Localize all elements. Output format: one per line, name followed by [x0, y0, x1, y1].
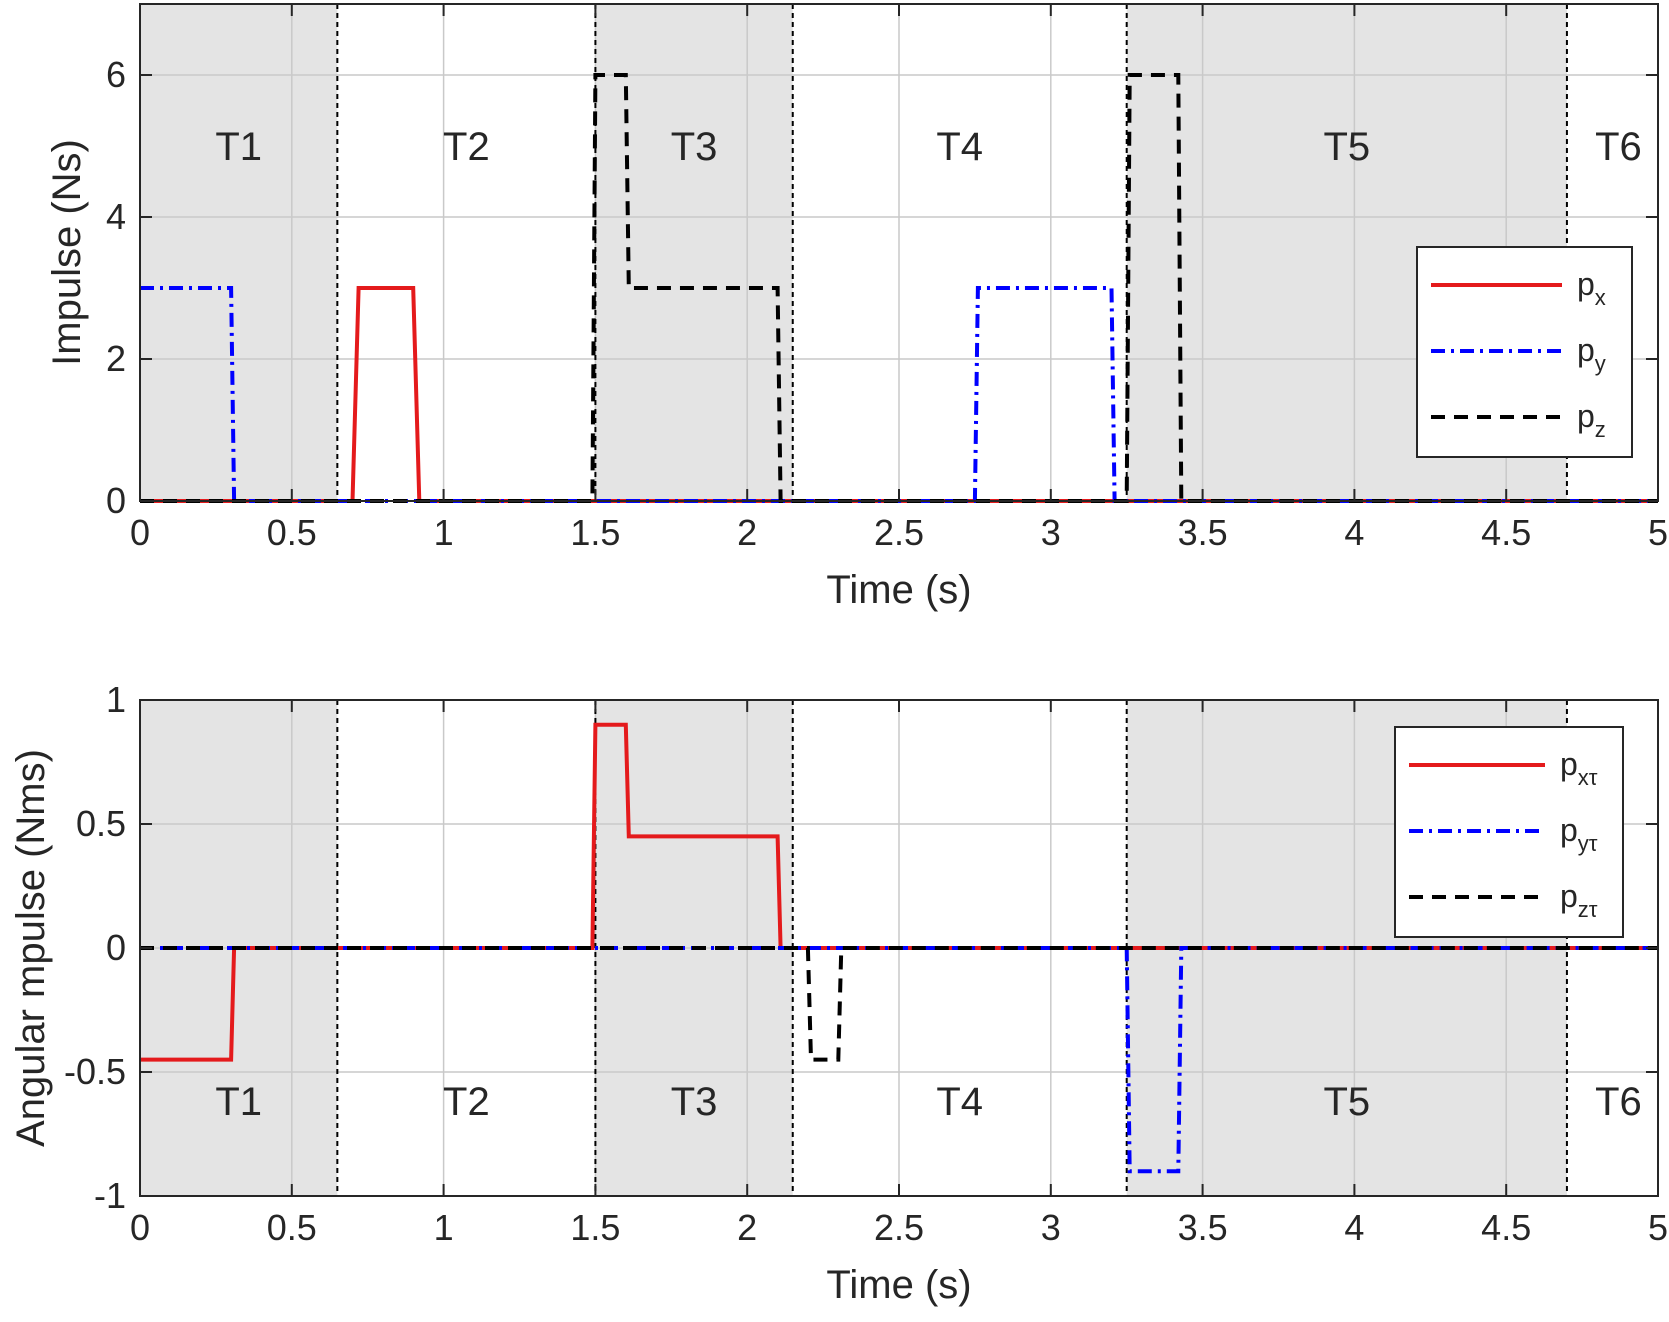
- legend-label-main: p: [1560, 878, 1578, 914]
- impulse-chart: T1 T2 T3 T4 T5 T6 0 0.5 1 1.5 2 2.5 3 3.5 4 4.5 5 0 2 4 6 Tim…: [45, 3, 1668, 612]
- legend-label-subscript: zτ: [1578, 897, 1598, 922]
- x-tick-label: 3.5: [1178, 512, 1228, 553]
- y-tick-label: -1: [94, 1175, 126, 1216]
- y-tick-label: 2: [106, 338, 126, 379]
- phase-label-t3: T3: [671, 1080, 718, 1124]
- phase-label-t1: T1: [215, 1080, 262, 1124]
- series-line-py: [140, 286, 1658, 503]
- x-tick-label: 2: [737, 512, 757, 553]
- y-axis-label: Impulse (Ns): [45, 139, 89, 366]
- phase-label-t3: T3: [671, 125, 718, 169]
- x-tick-label: 1.5: [570, 1207, 620, 1248]
- x-tick-label: 5: [1648, 1207, 1668, 1248]
- x-tick-label: 2.5: [874, 1207, 924, 1248]
- x-axis-label: Time (s): [826, 1263, 971, 1307]
- x-tick-label: 2: [737, 1207, 757, 1248]
- x-tick-label: 0.5: [267, 512, 317, 553]
- phase-shade-t3: [595, 4, 793, 501]
- y-tick-label: -0.5: [64, 1051, 126, 1092]
- series-line-pztau: [140, 946, 1658, 1062]
- y-tick-label: 6: [106, 54, 126, 95]
- phase-label-t2: T2: [443, 1080, 490, 1124]
- legend-label-pxtau: pxτ: [1560, 746, 1598, 790]
- legend-label-subscript: x: [1595, 285, 1606, 310]
- legend-label-main: p: [1560, 746, 1578, 782]
- x-tick-label: 1.5: [570, 512, 620, 553]
- x-tick-label: 4: [1344, 1207, 1364, 1248]
- x-tick-label: 4.5: [1481, 512, 1531, 553]
- x-tick-label: 2.5: [874, 512, 924, 553]
- x-tick-label: 3.5: [1178, 1207, 1228, 1248]
- y-tick-label: 1: [106, 679, 126, 720]
- phase-shade-t1: [140, 4, 338, 501]
- legend-label-main: p: [1577, 332, 1595, 368]
- y-tick-label: 4: [106, 196, 126, 237]
- y-tick-label: 0: [106, 480, 126, 521]
- y-tick-label: 0.5: [76, 803, 126, 844]
- legend-label-subscript: yτ: [1578, 831, 1598, 856]
- phase-label-t4: T4: [936, 1080, 983, 1124]
- legend-label-px: px: [1577, 266, 1606, 310]
- legend-label-main: p: [1577, 266, 1595, 302]
- phase-label-t5: T5: [1323, 125, 1370, 169]
- x-tick-label: 4: [1344, 512, 1364, 553]
- x-tick-label: 0.5: [267, 1207, 317, 1248]
- x-tick-label: 1: [434, 512, 454, 553]
- angular-impulse-chart: T1 T2 T3 T4 T5 T6 0 0.5 1 1.5 2 2.5 3 3.5 4 4.5 5 -1 -0.5 0…: [9, 679, 1668, 1307]
- legend-label-subscript: xτ: [1578, 765, 1598, 790]
- y-axis-label: Angular mpulse (Nms): [9, 749, 53, 1147]
- phase-label-t2: T2: [443, 125, 490, 169]
- x-tick-label: 3: [1041, 512, 1061, 553]
- series-line-pxtau: [140, 722, 1658, 1062]
- legend-label-pztau: pzτ: [1560, 878, 1598, 922]
- legend-label-main: p: [1560, 812, 1578, 848]
- legend-label-py: py: [1577, 332, 1606, 376]
- phase-label-t1: T1: [215, 125, 262, 169]
- x-tick-label: 0: [130, 512, 150, 553]
- phase-label-t5: T5: [1323, 1080, 1370, 1124]
- phase-label-t6: T6: [1595, 125, 1642, 169]
- legend-label-subscript: y: [1595, 351, 1606, 376]
- legend-label-subscript: z: [1595, 417, 1606, 442]
- x-axis-label: Time (s): [826, 568, 971, 612]
- phase-label-t4: T4: [936, 125, 983, 169]
- x-tick-label: 0: [130, 1207, 150, 1248]
- legend-label-pz: pz: [1577, 398, 1606, 442]
- legend-label-main: p: [1577, 398, 1595, 434]
- x-tick-label: 4.5: [1481, 1207, 1531, 1248]
- series-line-pz: [140, 73, 1658, 503]
- y-tick-label: 0: [106, 927, 126, 968]
- phase-label-t6: T6: [1595, 1080, 1642, 1124]
- x-tick-label: 1: [434, 1207, 454, 1248]
- x-tick-label: 5: [1648, 512, 1668, 553]
- legend-label-pytau: pyτ: [1560, 812, 1598, 856]
- x-tick-label: 3: [1041, 1207, 1061, 1248]
